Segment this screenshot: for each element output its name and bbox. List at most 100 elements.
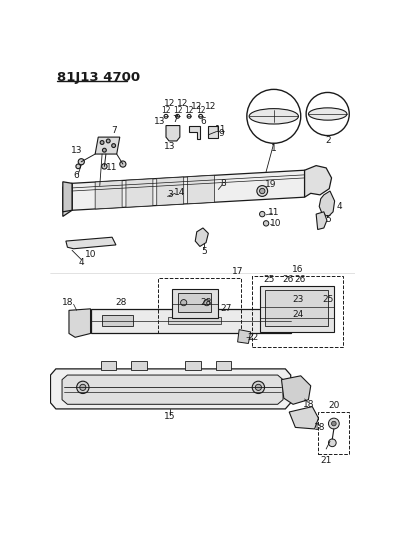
- Text: 13: 13: [154, 117, 166, 126]
- Bar: [318, 412, 349, 454]
- Text: 24: 24: [293, 311, 304, 319]
- Text: 17: 17: [232, 268, 244, 276]
- Polygon shape: [189, 126, 200, 140]
- Text: 2: 2: [325, 136, 331, 146]
- Polygon shape: [166, 126, 180, 141]
- Text: 26: 26: [294, 275, 306, 284]
- Polygon shape: [95, 137, 120, 154]
- Text: 7: 7: [172, 115, 178, 124]
- Text: 22: 22: [248, 333, 259, 342]
- Bar: [158, 278, 242, 334]
- Text: 3: 3: [167, 190, 173, 199]
- Polygon shape: [195, 228, 208, 246]
- Text: 1: 1: [271, 144, 277, 153]
- Text: 18: 18: [314, 423, 326, 432]
- Text: 15: 15: [164, 412, 175, 421]
- Text: 5: 5: [325, 215, 331, 224]
- Circle shape: [112, 144, 116, 148]
- Polygon shape: [319, 191, 335, 216]
- Circle shape: [181, 300, 187, 306]
- Polygon shape: [208, 126, 217, 138]
- Bar: [168, 317, 221, 324]
- Text: 13: 13: [164, 142, 175, 151]
- Polygon shape: [66, 237, 116, 249]
- Text: 12: 12: [164, 100, 175, 109]
- Text: 11: 11: [215, 125, 227, 134]
- Polygon shape: [101, 361, 116, 370]
- Polygon shape: [178, 293, 211, 312]
- Text: 5: 5: [202, 247, 208, 255]
- Polygon shape: [289, 407, 318, 429]
- Text: 18: 18: [62, 298, 73, 307]
- Text: 81J13 4700: 81J13 4700: [57, 70, 140, 84]
- Text: 28: 28: [116, 298, 127, 307]
- Text: 4: 4: [78, 258, 84, 267]
- Text: 13: 13: [71, 147, 82, 156]
- Polygon shape: [51, 369, 291, 409]
- Circle shape: [257, 185, 268, 196]
- Circle shape: [106, 139, 110, 143]
- Polygon shape: [62, 375, 283, 405]
- Text: 12: 12: [173, 106, 182, 115]
- Polygon shape: [126, 179, 153, 207]
- Circle shape: [204, 300, 210, 306]
- Polygon shape: [63, 183, 72, 216]
- Ellipse shape: [249, 109, 299, 124]
- Circle shape: [77, 381, 89, 393]
- Polygon shape: [216, 361, 231, 370]
- Polygon shape: [305, 166, 331, 197]
- Polygon shape: [157, 177, 184, 206]
- Circle shape: [80, 384, 86, 391]
- Text: 26: 26: [282, 275, 293, 284]
- Text: 7: 7: [111, 126, 116, 135]
- Text: 8: 8: [221, 179, 227, 188]
- Circle shape: [252, 381, 265, 393]
- Text: 19: 19: [265, 180, 276, 189]
- Text: 6: 6: [74, 171, 80, 180]
- Bar: [102, 315, 133, 326]
- Polygon shape: [91, 309, 291, 334]
- Polygon shape: [265, 290, 328, 326]
- Text: 12: 12: [196, 106, 206, 115]
- Text: 12: 12: [177, 100, 188, 109]
- Circle shape: [328, 418, 339, 429]
- Text: 11: 11: [268, 208, 280, 217]
- Bar: [252, 276, 343, 346]
- Circle shape: [120, 161, 126, 167]
- Polygon shape: [260, 286, 334, 332]
- Polygon shape: [185, 361, 201, 370]
- Text: 10: 10: [85, 249, 96, 259]
- Text: 16: 16: [292, 265, 303, 274]
- Text: 28: 28: [200, 298, 212, 307]
- Circle shape: [328, 439, 336, 447]
- Text: 25: 25: [263, 275, 275, 284]
- Text: 12: 12: [205, 102, 216, 111]
- Text: 6: 6: [200, 117, 206, 126]
- Polygon shape: [316, 212, 327, 230]
- Circle shape: [331, 421, 336, 426]
- Circle shape: [259, 188, 265, 193]
- Polygon shape: [69, 309, 91, 337]
- Text: 12: 12: [185, 106, 194, 115]
- Text: 10: 10: [270, 219, 281, 228]
- Polygon shape: [282, 376, 311, 405]
- Text: 14: 14: [174, 188, 186, 197]
- Polygon shape: [72, 170, 305, 210]
- Circle shape: [76, 164, 80, 168]
- Circle shape: [103, 148, 106, 152]
- Polygon shape: [172, 289, 218, 318]
- Text: 20: 20: [328, 401, 339, 410]
- Ellipse shape: [308, 108, 347, 120]
- Circle shape: [100, 141, 104, 144]
- Text: 25: 25: [322, 295, 333, 304]
- Text: 18: 18: [303, 400, 314, 409]
- Text: 12: 12: [161, 106, 171, 115]
- Polygon shape: [238, 329, 251, 343]
- Text: 23: 23: [293, 295, 304, 304]
- Polygon shape: [188, 175, 215, 204]
- Circle shape: [78, 159, 84, 165]
- Circle shape: [255, 384, 261, 391]
- Polygon shape: [131, 361, 147, 370]
- Text: 27: 27: [220, 304, 232, 312]
- Text: 9: 9: [219, 129, 224, 138]
